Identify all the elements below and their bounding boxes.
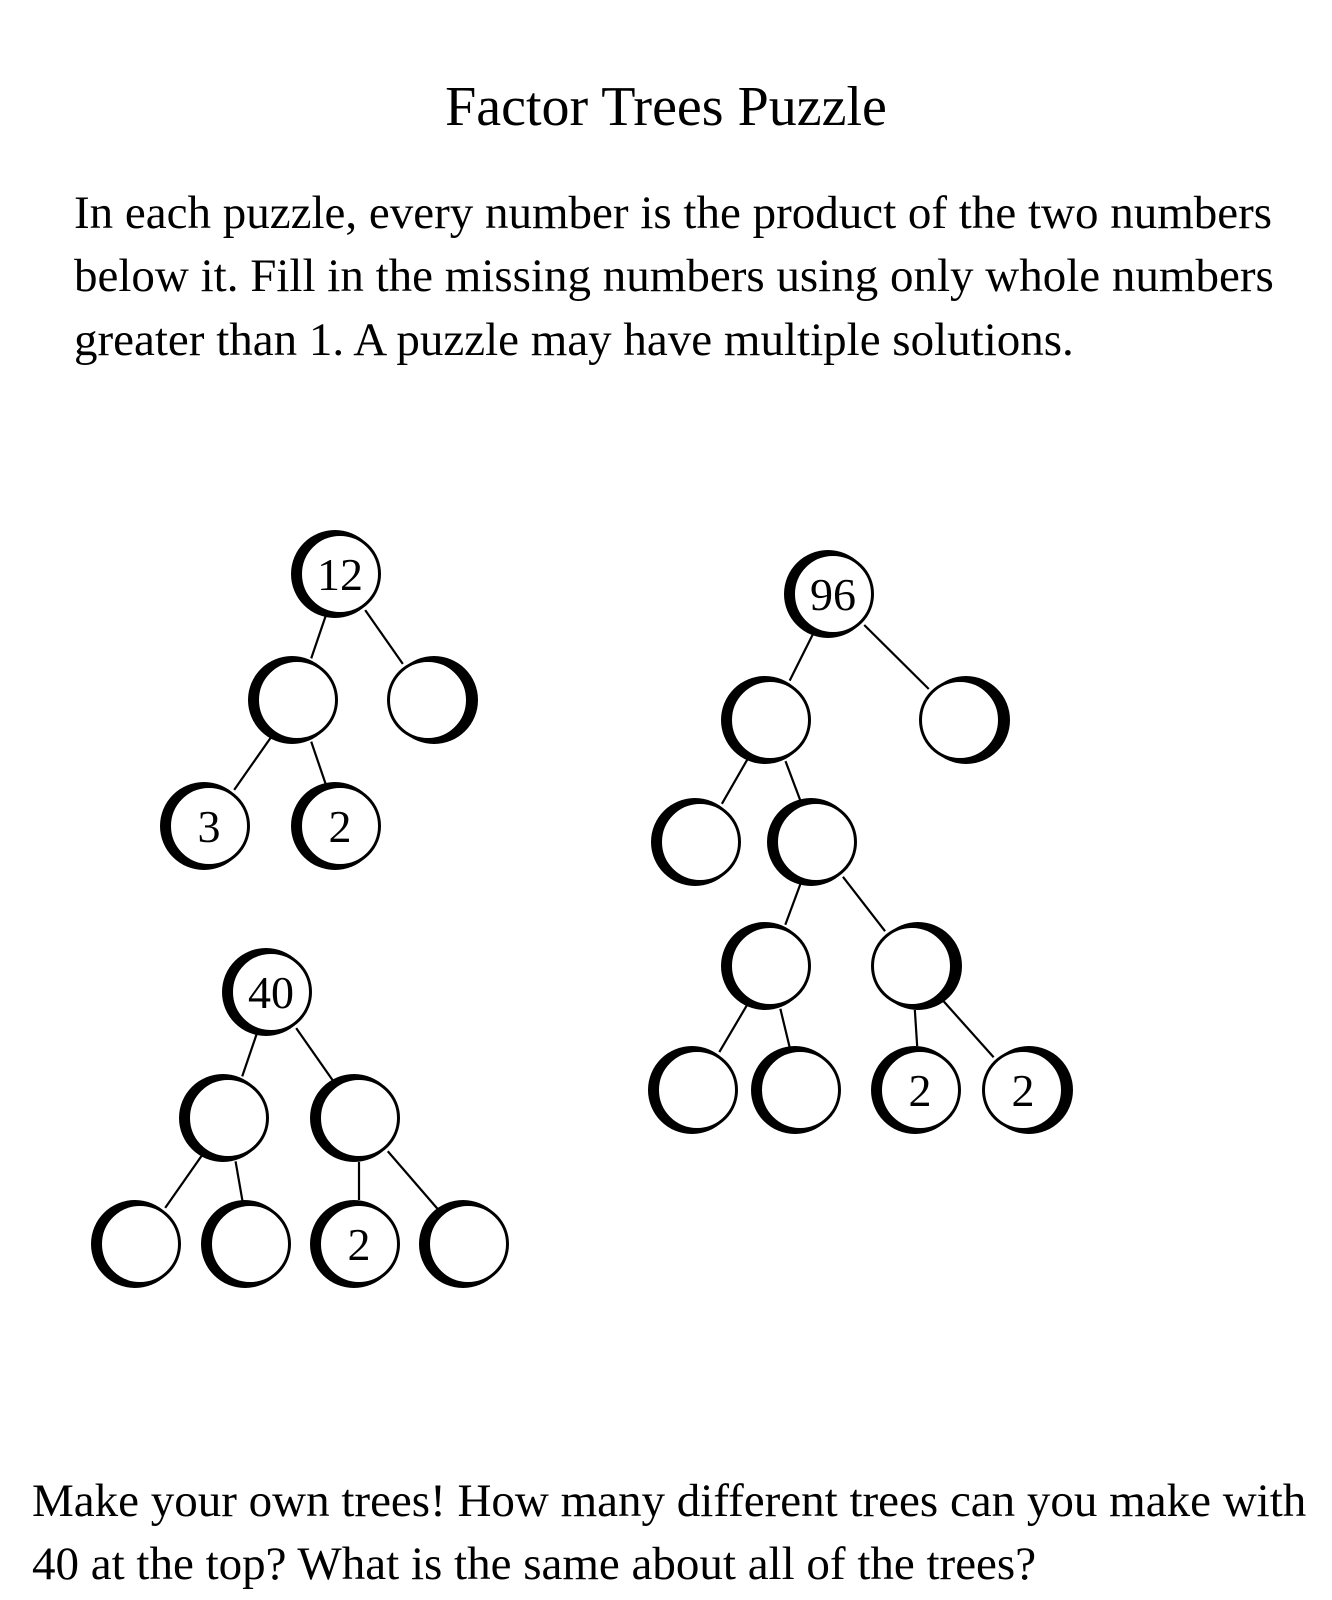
- tree-node: [424, 1200, 512, 1288]
- tree-node: [726, 676, 814, 764]
- tree-node: 2: [296, 782, 384, 870]
- tree-edge: [236, 1161, 243, 1200]
- tree-node: 2: [979, 1046, 1067, 1134]
- page: Factor Trees Puzzle In each puzzle, ever…: [0, 0, 1332, 1600]
- tree-edge: [915, 1010, 917, 1046]
- tree-node: [315, 1074, 403, 1162]
- tree-edge: [790, 633, 814, 680]
- tree-edge: [780, 1009, 789, 1047]
- tree-node-label: 96: [810, 568, 856, 621]
- tree-node-label: 2: [348, 1218, 371, 1271]
- tree-edge: [311, 616, 326, 659]
- tree-node: [184, 1074, 272, 1162]
- tree-node: 40: [227, 948, 315, 1036]
- tree-node-label: 2: [1012, 1064, 1035, 1117]
- tree-node-label: 2: [909, 1064, 932, 1117]
- tree-edge: [786, 761, 801, 801]
- tree-edge: [242, 1034, 257, 1077]
- tree-node: 2: [315, 1200, 403, 1288]
- tree-node-label: 12: [317, 548, 363, 601]
- tree-node: [772, 798, 860, 886]
- tree-edge: [719, 1004, 747, 1052]
- tree-node: 2: [876, 1046, 964, 1134]
- tree-node: [653, 1046, 741, 1134]
- tree-node: 12: [296, 530, 384, 618]
- tree-node: [868, 922, 956, 1010]
- tree-node: [726, 922, 814, 1010]
- tree-node: 3: [165, 782, 253, 870]
- tree-edge: [311, 742, 326, 785]
- tree-edge: [785, 883, 800, 924]
- tree-node: [656, 798, 744, 886]
- tree-node: [206, 1200, 294, 1288]
- tree-node-label: 3: [198, 800, 221, 853]
- tree-node: [756, 1046, 844, 1134]
- tree-node-label: 40: [248, 966, 294, 1019]
- tree-node-label: 2: [329, 800, 352, 853]
- tree-edge: [722, 758, 748, 804]
- tree-node: [384, 656, 472, 744]
- tree-node: [253, 656, 341, 744]
- tree-node: 96: [789, 550, 877, 638]
- footer-text: Make your own trees! How many different …: [32, 1470, 1307, 1597]
- tree-node: [916, 676, 1004, 764]
- tree-node: [96, 1200, 184, 1288]
